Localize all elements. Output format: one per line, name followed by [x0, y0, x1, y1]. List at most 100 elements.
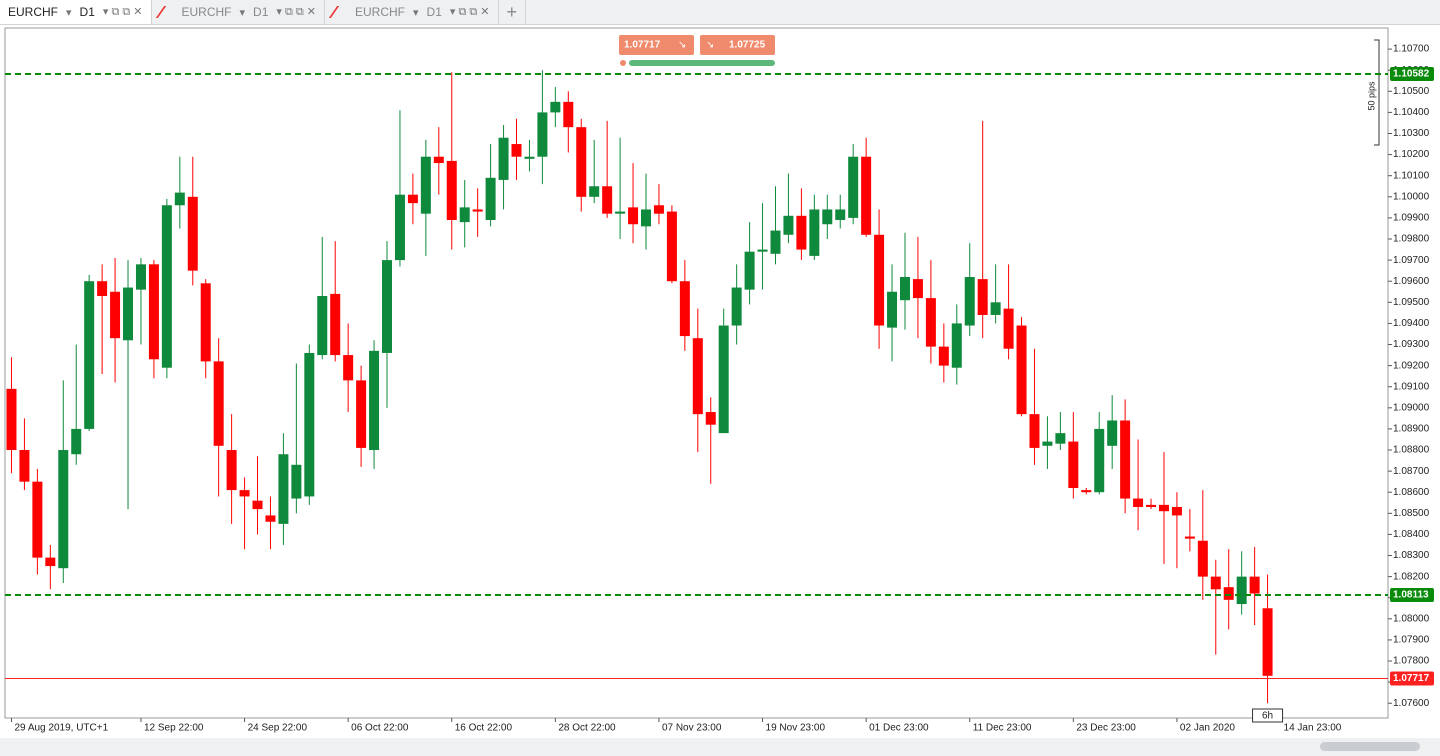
y-tick-label: 1.09100: [1393, 381, 1430, 392]
candle-body: [602, 186, 613, 214]
level-tag: [1390, 671, 1434, 686]
tab-symbol[interactable]: EURCHF: [181, 5, 232, 19]
x-tick-label: 14 Jan 23:00: [1284, 723, 1342, 734]
candle-body: [485, 177, 496, 221]
candle-body: [71, 428, 82, 455]
chart: 50 pips 1.076001.077001.078001.079001.08…: [4, 27, 1434, 734]
tab-icons[interactable]: ▾ ⧉ ⧉ ✕: [102, 6, 143, 18]
dropdown-icon: ▾: [413, 6, 419, 19]
y-tick-label: 1.10200: [1393, 149, 1430, 160]
tab[interactable]: EURCHF ▾ D1 ▾ ⧉ ⧉ ✕: [152, 0, 325, 24]
candle-body: [899, 276, 910, 301]
candle-body: [822, 209, 833, 225]
candle-body: [615, 211, 626, 214]
spread-dot: [620, 60, 626, 66]
candle-body: [563, 101, 574, 128]
y-tick-label: 1.07900: [1393, 635, 1430, 646]
candle-body: [1055, 433, 1066, 444]
tab-timeframe[interactable]: D1: [426, 5, 442, 19]
candle-body: [1171, 506, 1182, 516]
y-tick-label: 1.09500: [1393, 297, 1430, 308]
candle-body: [420, 156, 431, 214]
candle-body: [1094, 428, 1105, 493]
candle-body: [382, 260, 393, 353]
candle-body: [524, 156, 535, 159]
candle-body: [1146, 504, 1157, 507]
level-label: 1.10582: [1393, 69, 1430, 80]
tab-symbol[interactable]: EURCHF: [8, 5, 58, 19]
candle-body: [628, 207, 639, 225]
candle-body: [226, 450, 237, 491]
tab-icons[interactable]: ▾ ⧉ ⧉ ✕: [276, 6, 316, 18]
candle-body: [97, 281, 108, 296]
candle-body: [666, 211, 677, 282]
tab-timeframe[interactable]: D1: [79, 5, 95, 19]
y-tick-label: 1.08300: [1393, 550, 1430, 561]
candle-body: [1081, 490, 1092, 493]
level-tag: [1390, 67, 1434, 81]
candle-body: [161, 205, 172, 368]
tab[interactable]: EURCHF ▾ D1 ▾ ⧉ ⧉ ✕: [325, 0, 499, 24]
y-tick-label: 1.08900: [1393, 424, 1430, 435]
x-tick-label: 28 Oct 22:00: [558, 723, 616, 734]
y-tick-label: 1.08000: [1393, 613, 1430, 624]
candle-body: [356, 380, 367, 448]
candle-body: [1042, 441, 1053, 446]
candle-body: [848, 156, 859, 218]
candle-body: [861, 156, 872, 235]
y-tick-label: 1.09600: [1393, 276, 1430, 287]
buy-button[interactable]: [700, 35, 775, 55]
buy-price: 1.07725: [729, 40, 766, 51]
candle-body: [653, 205, 664, 214]
scroll-thumb[interactable]: [1320, 742, 1420, 751]
tab-icons[interactable]: ▾ ⧉ ⧉ ✕: [449, 6, 490, 18]
dropdown-icon: ▾: [66, 6, 72, 19]
tab[interactable]: EURCHF ▾ D1 ▾ ⧉ ⧉ ✕: [0, 0, 152, 24]
candle-body: [951, 323, 962, 368]
candle-body: [796, 215, 807, 250]
candle-body: [1029, 414, 1040, 448]
candle-body: [32, 481, 43, 558]
candle-body: [291, 464, 302, 499]
candle-body: [174, 192, 185, 206]
candle-body: [692, 338, 703, 415]
y-tick-label: 1.09400: [1393, 318, 1430, 329]
y-tick-label: 1.09000: [1393, 402, 1430, 413]
sell-arrow: ↘: [678, 40, 686, 51]
candle-body: [757, 249, 768, 252]
tab-timeframe[interactable]: D1: [253, 5, 269, 19]
candle-body: [1236, 576, 1247, 605]
x-tick-label: 24 Sep 22:00: [248, 723, 308, 734]
x-tick-label: 29 Aug 2019, UTC+1: [14, 723, 108, 734]
candle-body: [874, 234, 885, 326]
y-tick-label: 1.09800: [1393, 234, 1430, 245]
candle-body: [304, 352, 315, 497]
candle-body: [977, 279, 988, 315]
candle-body: [110, 291, 121, 339]
candle-body: [19, 450, 30, 482]
dropdown-icon: ▾: [239, 6, 246, 19]
candle-body: [433, 156, 444, 164]
y-tick-label: 1.10300: [1393, 128, 1430, 139]
candle-body: [1223, 587, 1234, 600]
scrollbar[interactable]: [0, 738, 1440, 756]
add-tab[interactable]: +: [499, 0, 527, 24]
candle-body: [407, 194, 418, 204]
candle-body: [835, 209, 846, 221]
level-label: 1.08113: [1393, 590, 1429, 601]
candle-body: [1197, 540, 1208, 577]
x-tick-label: 06 Oct 22:00: [351, 723, 409, 734]
candle-body: [589, 186, 600, 197]
sell-button[interactable]: [619, 35, 694, 55]
y-tick-label: 1.09700: [1393, 255, 1430, 266]
candle-body: [705, 412, 716, 425]
candle-body: [58, 450, 69, 569]
tab-symbol[interactable]: EURCHF: [355, 5, 405, 19]
candle-body: [1016, 325, 1027, 415]
x-tick-label: 01 Dec 23:00: [869, 723, 929, 734]
y-tick-label: 1.08400: [1393, 529, 1430, 540]
range-annotation: 50 pips: [1366, 81, 1376, 111]
x-tick-label: 16 Oct 22:00: [455, 723, 513, 734]
candle-body: [1158, 504, 1169, 512]
